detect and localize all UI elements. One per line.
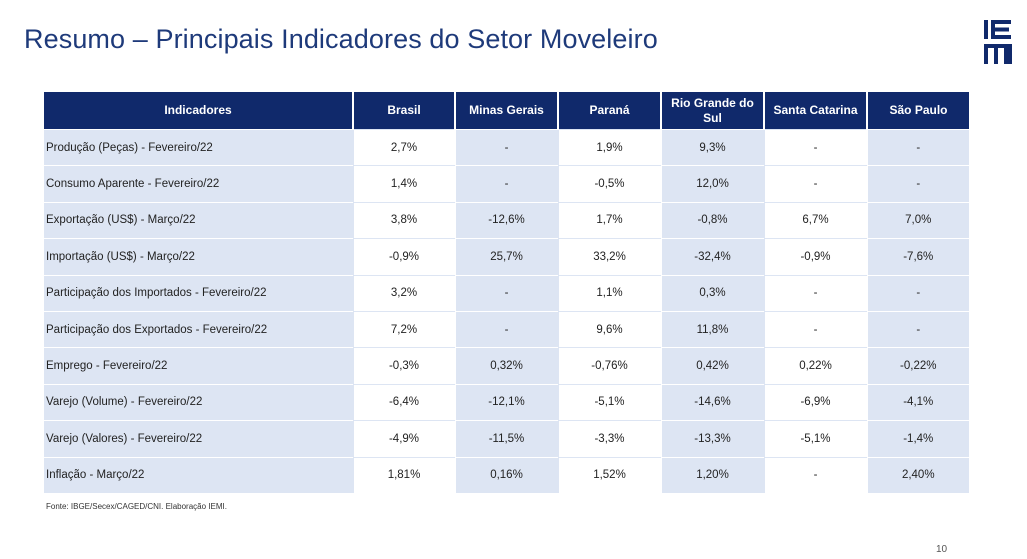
table-cell: - (763, 165, 867, 203)
table-row: Exportação (US$) - Março/22 3,8% -12,6% … (44, 201, 969, 239)
indicator-name: Participação dos Exportados - Fevereiro/… (44, 310, 353, 348)
header-row: Indicadores Brasil Minas Gerais Paraná R… (44, 92, 969, 130)
table-row: Varejo (Valores) - Fevereiro/22 -4,9% -1… (44, 420, 969, 458)
column-header: Rio Grande do Sul (660, 92, 764, 130)
table-cell: 7,2% (352, 310, 455, 348)
table-cell: 0,16% (454, 456, 558, 493)
indicator-name: Exportação (US$) - Março/22 (44, 201, 353, 239)
table-cell: 1,81% (352, 456, 455, 493)
table-cell: - (454, 165, 558, 203)
table-cell: -7,6% (866, 238, 969, 276)
table-cell: -12,1% (454, 383, 558, 421)
table-row: Emprego - Fevereiro/22 -0,3% 0,32% -0,76… (44, 347, 969, 385)
table-cell: - (763, 274, 867, 312)
table-cell: 1,4% (352, 165, 455, 203)
table-cell: 2,7% (352, 128, 455, 166)
table-cell: - (866, 310, 969, 348)
table-cell: 3,2% (352, 274, 455, 312)
table-cell: -0,22% (866, 347, 969, 385)
table-cell: - (763, 310, 867, 348)
iemi-logo (984, 20, 1012, 64)
table-cell: -1,4% (866, 420, 969, 458)
table-cell: -0,9% (352, 238, 455, 276)
table-cell: - (866, 274, 969, 312)
table-cell: 0,22% (763, 347, 867, 385)
indicator-name: Inflação - Março/22 (44, 456, 353, 493)
table-row: Participação dos Importados - Fevereiro/… (44, 274, 969, 312)
table-cell: 1,52% (557, 456, 661, 493)
indicator-name: Varejo (Volume) - Fevereiro/22 (44, 383, 353, 421)
table-cell: 9,3% (660, 128, 764, 166)
indicator-name: Produção (Peças) - Fevereiro/22 (44, 128, 353, 166)
table-cell: -6,4% (352, 383, 455, 421)
indicator-name: Emprego - Fevereiro/22 (44, 347, 353, 385)
table-cell: - (454, 310, 558, 348)
table-cell: -4,9% (352, 420, 455, 458)
table-cell: 33,2% (557, 238, 661, 276)
table-cell: - (454, 128, 558, 166)
table-cell: -5,1% (557, 383, 661, 421)
table-cell: 1,9% (557, 128, 661, 166)
table-cell: 1,7% (557, 201, 661, 239)
table-cell: - (763, 456, 867, 493)
indicator-name: Varejo (Valores) - Fevereiro/22 (44, 420, 353, 458)
table-cell: -3,3% (557, 420, 661, 458)
table-cell: -11,5% (454, 420, 558, 458)
column-header: Minas Gerais (454, 92, 558, 130)
table-row: Importação (US$) - Março/22 -0,9% 25,7% … (44, 238, 969, 276)
table-cell: -0,5% (557, 165, 661, 203)
table-cell: -12,6% (454, 201, 558, 239)
table-cell: 3,8% (352, 201, 455, 239)
table-cell: 1,20% (660, 456, 764, 493)
table-cell: -32,4% (660, 238, 764, 276)
table-cell: -4,1% (866, 383, 969, 421)
table-cell: 0,42% (660, 347, 764, 385)
column-header: Indicadores (44, 92, 353, 130)
table-cell: -14,6% (660, 383, 764, 421)
table-cell: - (866, 165, 969, 203)
table-cell: -0,9% (763, 238, 867, 276)
column-header: Brasil (352, 92, 455, 130)
indicators-table: Indicadores Brasil Minas Gerais Paraná R… (44, 92, 969, 493)
table-cell: - (866, 128, 969, 166)
table-cell: -13,3% (660, 420, 764, 458)
indicator-name: Participação dos Importados - Fevereiro/… (44, 274, 353, 312)
table-cell: -5,1% (763, 420, 867, 458)
table-cell: 6,7% (763, 201, 867, 239)
table-cell: 0,3% (660, 274, 764, 312)
table-cell: 0,32% (454, 347, 558, 385)
indicator-name: Consumo Aparente - Fevereiro/22 (44, 165, 353, 203)
table-cell: -0,8% (660, 201, 764, 239)
column-header: Santa Catarina (763, 92, 867, 130)
table-cell: 11,8% (660, 310, 764, 348)
table-cell: 2,40% (866, 456, 969, 493)
column-header: São Paulo (866, 92, 969, 130)
table-cell: 7,0% (866, 201, 969, 239)
source-note: Fonte: IBGE/Secex/CAGED/CNI. Elaboração … (46, 502, 227, 511)
table-cell: -0,3% (352, 347, 455, 385)
table-cell: 9,6% (557, 310, 661, 348)
table-cell: -0,76% (557, 347, 661, 385)
table-row: Participação dos Exportados - Fevereiro/… (44, 310, 969, 348)
table-cell: 1,1% (557, 274, 661, 312)
table-row: Produção (Peças) - Fevereiro/22 2,7% - 1… (44, 128, 969, 166)
table-cell: - (454, 274, 558, 312)
column-header: Paraná (557, 92, 661, 130)
table-cell: -6,9% (763, 383, 867, 421)
page-title: Resumo – Principais Indicadores do Setor… (24, 24, 658, 54)
table-row: Inflação - Março/22 1,81% 0,16% 1,52% 1,… (44, 456, 969, 493)
table-row: Varejo (Volume) - Fevereiro/22 -6,4% -12… (44, 383, 969, 421)
table-cell: - (763, 128, 867, 166)
table-cell: 25,7% (454, 238, 558, 276)
table-cell: 12,0% (660, 165, 764, 203)
page-number: 10 (936, 544, 948, 555)
table-row: Consumo Aparente - Fevereiro/22 1,4% - -… (44, 165, 969, 203)
indicator-name: Importação (US$) - Março/22 (44, 238, 353, 276)
